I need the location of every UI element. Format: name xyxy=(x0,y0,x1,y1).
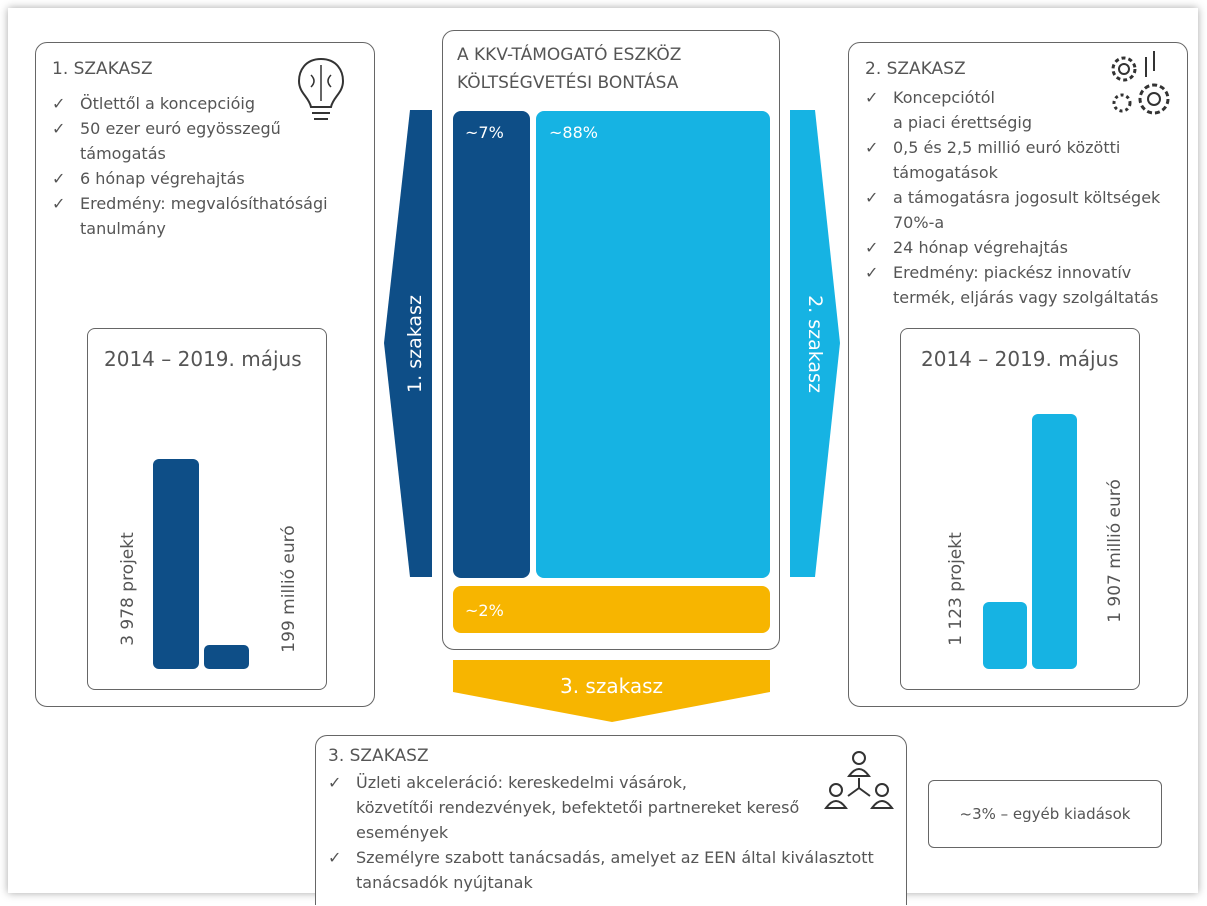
gears-icon xyxy=(1111,51,1170,115)
list-item: Üzleti akceleráció: kereskedelmi vásárok… xyxy=(326,770,874,845)
list-item: a támogatásra jogosult költségek 70%-a xyxy=(863,185,1160,235)
list-line: tanácsadók nyújtanak xyxy=(356,873,533,892)
other-box: ~3% – egyéb kiadások xyxy=(928,780,1162,848)
arrow-3 xyxy=(453,660,770,722)
stage2-period: 2014 – 2019. május xyxy=(921,347,1119,371)
list-item: Eredmény: piackész innovatív termék, eljá… xyxy=(863,260,1160,310)
list-line: 0,5 és 2,5 millió euró közötti xyxy=(893,138,1121,157)
stage2-title: 2. SZAKASZ xyxy=(865,59,966,79)
arrow-1 xyxy=(384,110,432,577)
list-line: Üzleti akceleráció: kereskedelmi vásárok… xyxy=(356,773,687,792)
stage2-list: Koncepciótól a piaci érettségig 0,5 és 2,5… xyxy=(863,85,1160,310)
list-item: Eredmény: megvalósíthatósági tanulmány xyxy=(50,191,328,241)
arrow-label: 2. szakasz xyxy=(804,295,826,393)
list-line: a támogatásra jogosult költségek xyxy=(893,188,1161,207)
list-item: Személyre szabott tanácsadás, amelyet az… xyxy=(326,845,874,895)
bar-label: 199 millió euró xyxy=(279,525,299,653)
stage2-stats: 2014 – 2019. május 1 123 projekt 1 907 m… xyxy=(900,328,1140,690)
arrow-label: 1. szakasz xyxy=(404,295,426,393)
list-line: a piaci érettségig xyxy=(893,113,1033,132)
list-line: események xyxy=(356,823,449,842)
bar xyxy=(153,459,199,669)
stage2-box: 2. SZAKASZ Koncepciótól a piaci érettségi… xyxy=(848,42,1188,707)
bar xyxy=(1032,414,1077,669)
list-item: 6 hónap végrehajtás xyxy=(50,166,328,191)
stage1-box: 1. SZAKASZ Ötlettől a koncepcióig 50 ezer… xyxy=(35,42,375,707)
stage1-title: 1. SZAKASZ xyxy=(52,59,153,79)
list-line: termék, eljárás vagy szolgáltatás xyxy=(893,288,1159,307)
bulb-icon xyxy=(297,57,345,120)
people-icon xyxy=(824,751,894,809)
bar xyxy=(204,645,249,669)
list-line: támogatás xyxy=(80,144,166,163)
budget-title-line: A KKV-TÁMOGATÓ ESZKÖZ xyxy=(457,45,682,65)
segment xyxy=(536,111,770,578)
segment xyxy=(453,586,770,633)
stage1-stats: 2014 – 2019. május 3 978 projekt 199 mil… xyxy=(87,328,327,690)
bar-label: 3 978 projekt xyxy=(118,532,138,646)
list-item: 24 hónap végrehajtás xyxy=(863,235,1160,260)
list-item: 50 ezer euró egyösszegű támogatás xyxy=(50,116,328,166)
bar xyxy=(983,602,1027,669)
list-line: 50 ezer euró egyösszegű xyxy=(80,119,281,138)
stage1-period: 2014 – 2019. május xyxy=(104,347,302,371)
segment xyxy=(453,111,530,578)
stage3-box: 3. SZAKASZ Üzleti akceleráció: kereskede… xyxy=(315,735,907,905)
list-item: Ötlettől a koncepcióig xyxy=(50,91,328,116)
bar-label: 1 123 projekt xyxy=(946,532,966,646)
stage3-title: 3. SZAKASZ xyxy=(328,746,429,766)
segment-label: ~88% xyxy=(549,123,598,142)
budget-title-line: KÖLTSÉGVETÉSI BONTÁSA xyxy=(457,73,679,93)
list-line: 6 hónap végrehajtás xyxy=(80,169,245,188)
list-line: Személyre szabott tanácsadás, amelyet az… xyxy=(356,848,874,867)
arrow-label: 3. szakasz xyxy=(559,674,664,698)
stage3-list: Üzleti akceleráció: kereskedelmi vásárok… xyxy=(326,770,874,895)
budget-title: A KKV-TÁMOGATÓ ESZKÖZ KÖLTSÉGVETÉSI BONT… xyxy=(457,41,681,97)
bar-label: 1 907 millió euró xyxy=(1105,479,1125,623)
list-line: Ötlettől a koncepcióig xyxy=(80,94,255,113)
list-line: Koncepciótól xyxy=(893,88,995,107)
budget-box: A KKV-TÁMOGATÓ ESZKÖZ KÖLTSÉGVETÉSI BONT… xyxy=(442,30,780,650)
other-label: ~3% – egyéb kiadások xyxy=(959,805,1131,823)
list-line: Eredmény: megvalósíthatósági xyxy=(80,194,328,213)
list-item: 0,5 és 2,5 millió euró közötti támogatáso… xyxy=(863,135,1160,185)
list-item: Koncepciótól a piaci érettségig xyxy=(863,85,1160,135)
list-line: közvetítői rendezvények, befektetői part… xyxy=(356,798,800,817)
arrow-2 xyxy=(790,110,840,577)
list-line: 70%-a xyxy=(893,213,945,232)
list-line: támogatások xyxy=(893,163,998,182)
segment-label: ~7% xyxy=(465,123,504,142)
list-line: 24 hónap végrehajtás xyxy=(893,238,1068,257)
stage1-list: Ötlettől a koncepcióig 50 ezer euró egyös… xyxy=(50,91,328,241)
list-line: Eredmény: piackész innovatív xyxy=(893,263,1132,282)
segment-label: ~2% xyxy=(465,601,504,620)
list-line: tanulmány xyxy=(80,219,166,238)
